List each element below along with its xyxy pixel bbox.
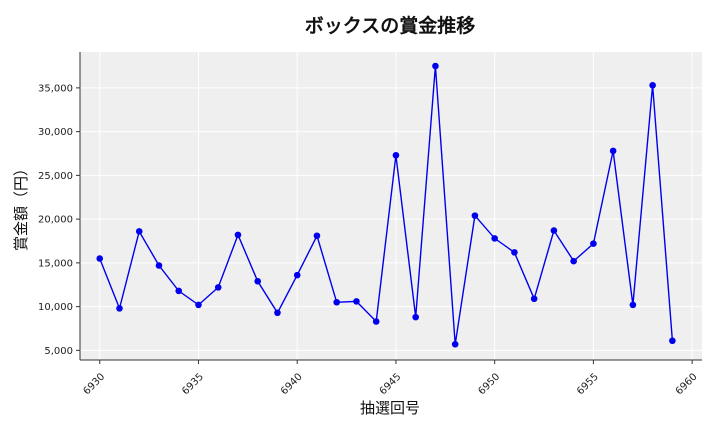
data-point	[669, 337, 676, 345]
data-point	[491, 235, 498, 242]
gridlines	[80, 52, 702, 360]
y-tick-label: 30,000	[38, 127, 73, 138]
y-tick-label: 15,000	[38, 258, 73, 269]
data-point	[451, 340, 459, 348]
data-point	[530, 295, 538, 303]
data-point	[333, 298, 340, 306]
data-point	[392, 151, 400, 159]
data-point	[234, 231, 242, 239]
y-tick-label: 20,000	[38, 215, 73, 226]
x-tick-label: 6930	[82, 371, 108, 397]
axes	[79, 52, 702, 361]
data-point	[313, 232, 321, 240]
x-tick-label: 6945	[378, 371, 404, 397]
data-point	[96, 255, 104, 262]
x-tick-label: 6935	[180, 371, 206, 397]
data-point	[629, 301, 637, 309]
data-point	[155, 262, 163, 269]
y-tick-label: 25,000	[38, 171, 73, 182]
y-axis-ticks: 5,000 10,000 15,000 20,000 25,000 30,000 35,00…	[38, 83, 80, 357]
data-point	[412, 313, 419, 321]
data-point	[293, 271, 301, 279]
y-tick-label: 5,000	[44, 346, 73, 357]
data-point	[372, 318, 380, 325]
data-point	[135, 228, 143, 235]
y-tick-label: 35,000	[38, 83, 73, 94]
x-tick-label: 6950	[476, 371, 502, 397]
series-line	[99, 65, 674, 345]
data-point	[116, 305, 123, 312]
x-tick-label: 6960	[674, 371, 700, 397]
x-axis-label: 抽選回号	[360, 399, 420, 417]
data-point	[175, 287, 183, 295]
data-point	[432, 62, 439, 70]
data-point	[649, 81, 656, 89]
x-axis-ticks: 6930 6935 6940 6945 6950 6955 6960	[82, 360, 700, 397]
y-axis-label: 賞金額（円）	[12, 161, 30, 251]
data-series	[96, 62, 676, 348]
data-point	[590, 240, 597, 247]
data-point	[214, 284, 222, 291]
x-tick-label: 6940	[279, 371, 305, 397]
data-point	[254, 277, 262, 285]
chart-title: ボックスの賞金推移	[305, 14, 475, 37]
data-point	[353, 298, 360, 305]
data-point	[570, 257, 577, 265]
plot-area	[80, 52, 702, 360]
y-tick-label: 10,000	[38, 302, 73, 313]
data-point	[274, 309, 281, 317]
data-point	[609, 147, 617, 155]
data-point	[195, 301, 202, 309]
data-point	[550, 227, 558, 234]
data-point	[471, 212, 479, 219]
x-tick-label: 6955	[575, 371, 601, 397]
data-point	[511, 249, 518, 256]
